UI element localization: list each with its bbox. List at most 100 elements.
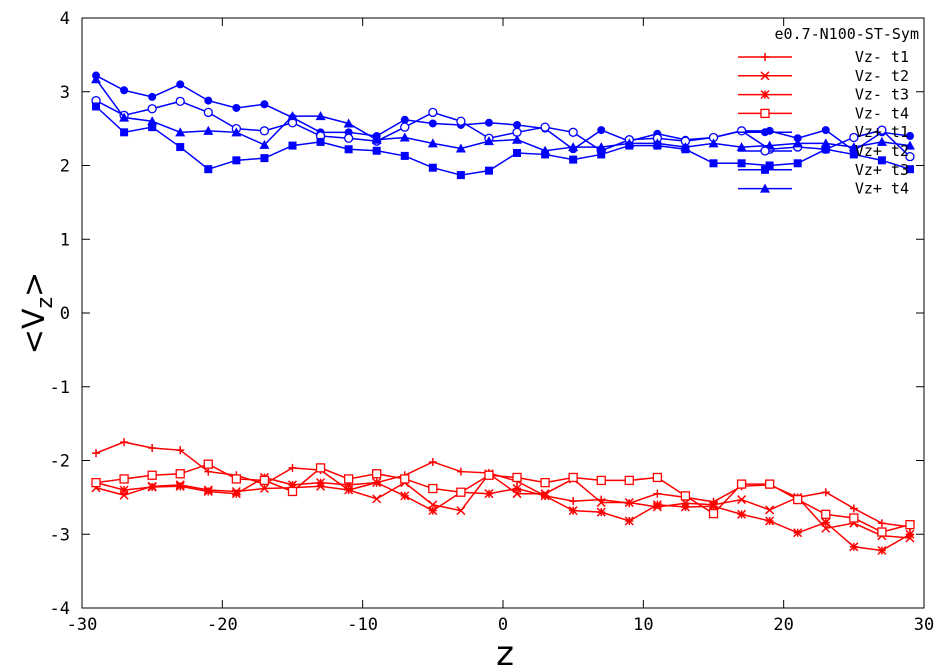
data-point xyxy=(765,516,775,526)
legend-swatch-marker xyxy=(760,71,770,81)
data-point xyxy=(92,102,101,111)
data-point xyxy=(175,127,186,137)
legend-label: Vz- t2 xyxy=(855,67,909,85)
data-point xyxy=(708,138,719,148)
data-point xyxy=(204,467,213,476)
data-point xyxy=(877,519,886,528)
data-point xyxy=(877,527,887,537)
data-point xyxy=(905,151,915,162)
data-point xyxy=(624,498,634,508)
data-point xyxy=(456,116,466,126)
data-point xyxy=(737,159,746,168)
data-point xyxy=(680,142,691,152)
data-point xyxy=(371,134,382,144)
data-point xyxy=(905,520,915,530)
y-tick-label: -3 xyxy=(50,525,70,545)
data-point xyxy=(120,438,129,447)
data-point xyxy=(877,545,887,556)
data-point xyxy=(288,463,297,472)
data-point xyxy=(765,161,774,170)
data-point xyxy=(849,150,858,159)
data-point xyxy=(287,480,298,490)
data-point xyxy=(259,139,270,149)
data-point xyxy=(372,478,382,488)
data-point xyxy=(793,134,802,143)
series-line xyxy=(95,476,911,552)
data-point xyxy=(624,475,634,486)
data-point xyxy=(343,118,354,128)
data-point xyxy=(400,122,410,132)
data-point xyxy=(597,126,606,135)
data-point xyxy=(92,449,101,458)
data-point xyxy=(400,491,410,501)
data-point xyxy=(877,125,887,135)
data-point xyxy=(820,138,831,148)
data-point xyxy=(428,119,437,128)
data-point xyxy=(821,488,830,497)
series-line xyxy=(95,105,911,176)
x-axis-label: z xyxy=(496,634,514,669)
data-point xyxy=(652,138,663,148)
legend-swatch-marker xyxy=(760,108,770,119)
data-point xyxy=(427,138,438,148)
data-point xyxy=(876,136,887,146)
data-point xyxy=(849,513,859,523)
data-point xyxy=(877,156,886,165)
data-point xyxy=(428,163,437,172)
data-point xyxy=(652,472,663,483)
data-point xyxy=(512,472,522,483)
data-point xyxy=(119,112,130,122)
data-point xyxy=(569,497,578,506)
data-point xyxy=(120,86,129,95)
data-point xyxy=(483,136,494,146)
legend-label: Vz- t1 xyxy=(855,48,909,66)
y-tick-label: 1 xyxy=(60,230,70,250)
data-point xyxy=(260,100,269,109)
data-point xyxy=(484,166,493,175)
data-point xyxy=(596,142,607,152)
data-point xyxy=(765,505,775,515)
data-point xyxy=(231,127,242,137)
series-line xyxy=(95,78,911,152)
data-point xyxy=(848,142,859,152)
legend-swatch-marker xyxy=(761,128,769,137)
data-point xyxy=(260,154,269,163)
data-point xyxy=(344,145,353,154)
y-tick-label: 0 xyxy=(60,304,70,324)
data-point xyxy=(147,116,158,126)
legend-label: Vz- t3 xyxy=(855,86,909,104)
data-point xyxy=(372,146,381,155)
data-point xyxy=(428,107,438,118)
data-point xyxy=(231,489,241,499)
data-point xyxy=(736,479,747,489)
data-point xyxy=(399,132,410,142)
data-point xyxy=(568,472,578,483)
y-tick-label: 3 xyxy=(60,83,70,103)
series-vz-t2 xyxy=(91,95,915,162)
data-point xyxy=(708,501,719,511)
data-point xyxy=(680,491,691,501)
plot-frame xyxy=(81,17,925,609)
legend-swatch-marker xyxy=(761,165,769,174)
series-line xyxy=(95,99,911,158)
data-point xyxy=(316,478,326,488)
data-point xyxy=(484,489,494,499)
data-point xyxy=(400,474,410,484)
legend-title: e0.7-N100-ST-Sym xyxy=(775,25,920,43)
y-axis-label: <Vz> xyxy=(17,272,58,354)
data-point xyxy=(204,96,213,105)
data-point xyxy=(540,491,550,501)
data-point xyxy=(597,150,606,159)
legend-item: Vz- t2 xyxy=(738,67,909,85)
data-point xyxy=(456,467,465,476)
legend-item: Vz- t1 xyxy=(738,48,909,66)
legend-swatch-marker xyxy=(761,53,769,61)
data-point xyxy=(513,120,522,129)
data-point xyxy=(147,104,157,114)
data-point xyxy=(287,111,298,121)
data-point xyxy=(148,443,157,452)
data-point xyxy=(428,506,438,516)
data-point xyxy=(176,446,185,455)
data-point xyxy=(652,500,662,510)
